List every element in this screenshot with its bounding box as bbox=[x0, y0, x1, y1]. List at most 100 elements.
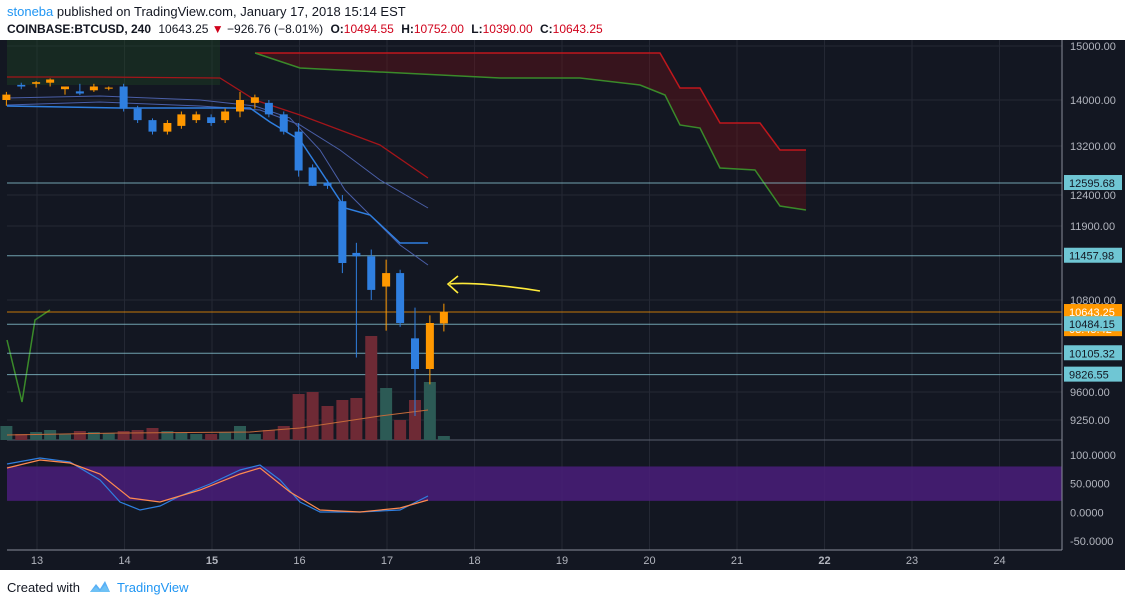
oscillator-tick-label: 50.0000 bbox=[1070, 479, 1110, 491]
price-change: −926.76 (−8.01%) bbox=[227, 22, 324, 36]
price-tag-label: 10105.32 bbox=[1069, 348, 1115, 360]
low-value: 10390.00 bbox=[482, 22, 533, 36]
volume-bar bbox=[44, 430, 57, 440]
volume-bar bbox=[321, 406, 334, 440]
senkou-a-line bbox=[255, 52, 806, 151]
candle-body bbox=[294, 131, 303, 171]
oscillator-tick-label: -50.0000 bbox=[1070, 536, 1113, 548]
price-tag-label: 12595.68 bbox=[1069, 178, 1115, 190]
volume-bar bbox=[205, 434, 218, 440]
price-tag-label: 10643.25 bbox=[1069, 307, 1115, 319]
published-text: published on TradingView.com, January 17… bbox=[56, 4, 406, 19]
price-tick-label: 10800.00 bbox=[1070, 295, 1116, 307]
volume-bar bbox=[30, 432, 43, 440]
candle-body bbox=[119, 86, 128, 109]
price-tick-label: 13200.00 bbox=[1070, 141, 1116, 153]
candle-body bbox=[177, 114, 186, 126]
candle-body bbox=[104, 87, 113, 89]
volume-bars bbox=[0, 336, 450, 440]
volume-bar bbox=[277, 426, 290, 440]
price-tick-label: 12400.00 bbox=[1070, 190, 1116, 202]
time-tick-label: 18 bbox=[468, 555, 480, 567]
price-tag-box bbox=[1064, 304, 1122, 320]
candle-body bbox=[352, 252, 361, 257]
time-tick-label: 13 bbox=[31, 555, 43, 567]
price-tick-label: 11900.00 bbox=[1070, 221, 1115, 233]
price-axis-bg bbox=[1062, 40, 1125, 550]
down-triangle-icon: ▼ bbox=[211, 22, 224, 36]
volume-bar bbox=[262, 430, 275, 440]
senkou-b-line bbox=[254, 52, 807, 211]
candle-body bbox=[207, 117, 216, 123]
candle-body bbox=[236, 100, 244, 112]
time-tick-label: 20 bbox=[643, 555, 655, 567]
candlesticks[interactable] bbox=[2, 78, 448, 416]
high-value: 10752.00 bbox=[413, 22, 464, 36]
candle-body bbox=[61, 86, 69, 90]
oscillator-pane bbox=[6, 457, 1062, 513]
axes: 15000.00 14000.00 13200.00 12400.00 11900.00… bbox=[7, 40, 1125, 567]
chart-canvas[interactable]: 15000.00 14000.00 13200.00 12400.00 11900.00… bbox=[0, 40, 1125, 570]
price-tag-box bbox=[1064, 247, 1122, 263]
price-tag-box bbox=[1064, 175, 1122, 191]
annotation-arrow bbox=[446, 275, 541, 294]
candle-body bbox=[163, 123, 172, 132]
candle-body bbox=[32, 82, 41, 84]
candle-body bbox=[396, 273, 405, 323]
close-label: C: bbox=[540, 22, 553, 36]
low-label: L: bbox=[471, 22, 483, 36]
footer: Created with TradingView bbox=[0, 570, 1125, 605]
cloud-fill bbox=[255, 53, 806, 210]
volume-bar bbox=[336, 400, 349, 440]
candle-body bbox=[367, 256, 376, 290]
price-tag-label: 10484.15 bbox=[1069, 319, 1115, 331]
time-tick-label: 22 bbox=[818, 555, 830, 567]
candle-body bbox=[439, 312, 448, 324]
tradingview-logo-icon[interactable] bbox=[88, 578, 112, 596]
volume-bar bbox=[219, 432, 232, 440]
oscillator-tick-label: 100.0000 bbox=[1070, 450, 1116, 462]
price-tick-label: 9600.00 bbox=[1070, 387, 1110, 399]
volume-bar bbox=[437, 436, 450, 440]
volume-bar bbox=[190, 434, 203, 440]
candle-body bbox=[323, 182, 332, 186]
price-tag-box bbox=[1064, 366, 1122, 382]
publication-line: stoneba published on TradingView.com, Ja… bbox=[7, 4, 406, 19]
volume-bar bbox=[409, 400, 421, 440]
volume-bar bbox=[175, 433, 188, 440]
oscillator-band bbox=[7, 466, 1062, 501]
volume-bar bbox=[161, 431, 174, 440]
volume-bar bbox=[350, 398, 363, 440]
candle-body bbox=[148, 120, 157, 132]
tenkan-line bbox=[6, 105, 428, 244]
horizontal-levels bbox=[7, 182, 1062, 376]
symbol-line: COINBASE:BTCUSD, 240 10643.25 ▼ −926.76 … bbox=[7, 22, 603, 36]
volume-bar bbox=[59, 434, 71, 440]
time-tick-label: 19 bbox=[556, 555, 568, 567]
volume-ma-line bbox=[6, 409, 429, 436]
candle-body bbox=[46, 79, 55, 83]
candle-body bbox=[89, 86, 98, 91]
time-tick-label: 15 bbox=[206, 555, 218, 567]
lagging-line bbox=[6, 309, 51, 403]
volume-bar bbox=[15, 434, 28, 440]
volume-bar bbox=[117, 431, 130, 440]
price-tag-label: 9826.55 bbox=[1069, 370, 1109, 382]
volume-bar bbox=[131, 430, 144, 440]
high-label: H: bbox=[401, 22, 414, 36]
price-tick-label: 14000.00 bbox=[1070, 95, 1116, 107]
volume-bar bbox=[306, 392, 319, 440]
time-tick-label: 21 bbox=[731, 555, 743, 567]
volume-bar bbox=[73, 431, 86, 440]
author-name[interactable]: stoneba bbox=[7, 4, 54, 19]
candle-body bbox=[425, 323, 434, 369]
volume-bar bbox=[102, 433, 115, 440]
price-tag-box bbox=[1064, 345, 1122, 361]
ichimoku-cloud bbox=[6, 40, 807, 403]
open-value: 10494.55 bbox=[343, 22, 394, 36]
candle-body bbox=[382, 273, 391, 287]
volume-bar bbox=[146, 428, 159, 440]
tradingview-link[interactable]: TradingView bbox=[117, 580, 189, 595]
time-tick-label: 24 bbox=[993, 555, 1005, 567]
volume-bar bbox=[292, 394, 305, 440]
